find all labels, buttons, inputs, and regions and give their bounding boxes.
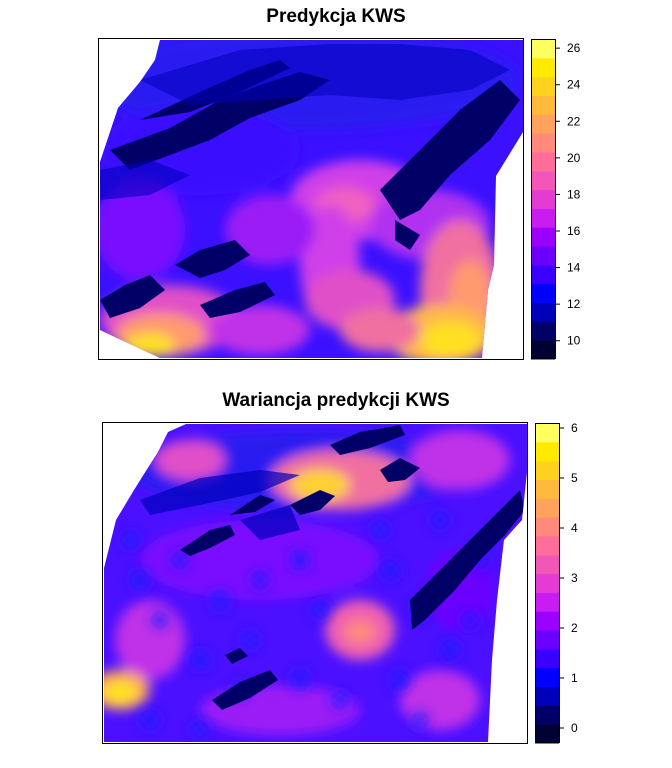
prediction-colorbar-tick-label: 26 [567, 41, 581, 55]
variance-map [104, 424, 527, 742]
prediction-colorbar-frame [531, 39, 556, 359]
variance-colorbar-tick-label: 4 [571, 521, 578, 535]
prediction-colorbar-tick-label: 24 [567, 78, 581, 92]
variance-colorbar-tick-label: 5 [571, 471, 578, 485]
prediction-colorbar-swatch [531, 321, 555, 341]
prediction-colorbar-swatch [531, 189, 555, 209]
variance-colorbar-swatch [535, 479, 559, 499]
variance-colorbar: 0 1 2 3 4 5 6 [535, 421, 578, 744]
variance-colorbar-tick-label: 0 [571, 721, 578, 735]
variance-colorbar-tick-label: 6 [571, 421, 578, 435]
variance-colorbar-swatch [535, 686, 559, 706]
variance-colorbar-swatch [535, 554, 559, 575]
prediction-colorbar-swatch [531, 264, 555, 285]
prediction-colorbar-swatch [531, 151, 555, 172]
prediction-colorbar-swatch [531, 227, 555, 247]
variance-plot-frame [102, 422, 528, 744]
variance-colorbar-swatch [535, 517, 559, 537]
prediction-colorbar-tick-label: 16 [567, 224, 581, 238]
prediction-map [100, 40, 523, 358]
variance-colorbar-swatch [535, 535, 559, 556]
variance-colorbar-tick-label: 1 [571, 671, 578, 685]
variance-colorbar-swatch [535, 724, 559, 744]
prediction-plot-frame [98, 38, 524, 360]
prediction-colorbar-swatch [531, 170, 555, 191]
variance-colorbar-tick-label: 3 [571, 571, 578, 585]
variance-colorbar-swatch [535, 423, 559, 443]
prediction-colorbar-swatch [531, 57, 555, 78]
variance-colorbar-swatch [535, 611, 559, 631]
prediction-colorbar-swatch [531, 208, 555, 228]
prediction-colorbar-swatch [531, 39, 555, 59]
variance-colorbar-tick-label: 2 [571, 621, 578, 635]
variance-panel: Wariancja predykcji KWS [102, 390, 578, 744]
variance-colorbar-swatch [535, 460, 559, 480]
variance-colorbar-swatch [535, 573, 559, 593]
prediction-colorbar-swatch [531, 133, 555, 153]
variance-colorbar-swatch [535, 705, 559, 725]
prediction-title: Predykcja KWS [266, 6, 405, 27]
variance-colorbar-swatch [535, 648, 559, 669]
variance-colorbar-swatch [535, 630, 559, 650]
prediction-colorbar-swatch [531, 246, 555, 266]
prediction-colorbar-tick-label: 14 [567, 261, 581, 275]
variance-colorbar-swatch [535, 498, 559, 518]
variance-title: Wariancja predykcji KWS [222, 390, 449, 411]
prediction-colorbar-swatch [531, 76, 555, 96]
variance-colorbar-swatch [535, 441, 559, 462]
prediction-panel: Predykcja KWS [98, 6, 581, 360]
prediction-colorbar-swatch [531, 114, 555, 134]
prediction-colorbar-tick-label: 22 [567, 114, 581, 128]
prediction-colorbar-tick-label: 10 [567, 334, 581, 348]
prediction-colorbar-tick-label: 20 [567, 151, 581, 165]
variance-colorbar-frame [535, 423, 560, 743]
variance-colorbar-swatch [535, 667, 559, 688]
prediction-colorbar-tick-label: 12 [567, 297, 581, 311]
prediction-colorbar-swatch [531, 283, 555, 304]
prediction-colorbar: 10 12 14 16 18 20 22 24 26 [531, 39, 581, 360]
prediction-colorbar-swatch [531, 340, 555, 360]
prediction-colorbar-tick-label: 18 [567, 187, 581, 201]
prediction-colorbar-swatch [531, 302, 555, 322]
variance-colorbar-swatch [535, 592, 559, 612]
prediction-colorbar-swatch [531, 95, 555, 115]
